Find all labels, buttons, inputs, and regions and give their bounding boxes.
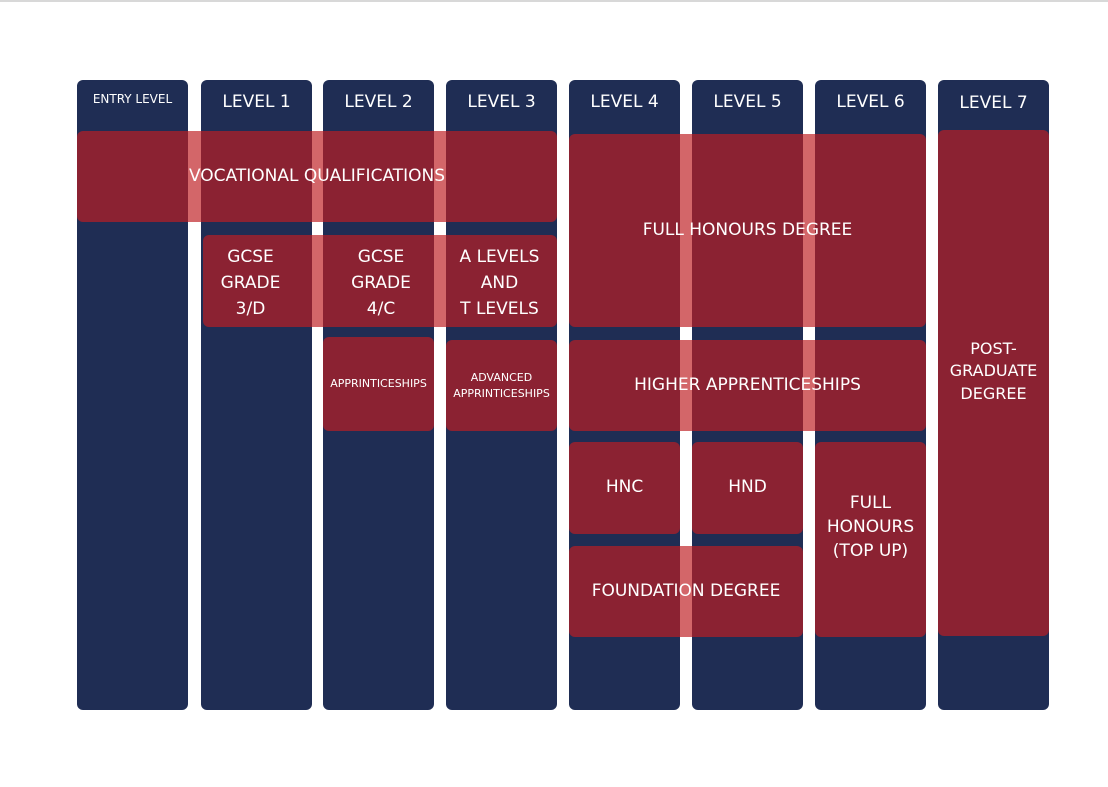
column-label: ENTRY LEVEL (92, 92, 173, 106)
box-gcse-alevels (203, 235, 557, 327)
box-vocational-qualifications: VOCATIONAL QUALIFICATIONS (77, 131, 557, 222)
box-higher-apprenticeships: HIGHER APPRENTICESHIPS (569, 340, 926, 431)
column-label: LEVEL 5 (713, 92, 782, 112)
label-gcse-3d: GCSE GRADE 3/D (220, 247, 281, 319)
column-label: LEVEL 2 (344, 92, 413, 112)
top-divider (0, 0, 1108, 2)
column-label: LEVEL 3 (467, 92, 536, 112)
box-hnc: HNC (569, 442, 680, 534)
box-advanced-apprenticeships: ADVANCED APPRINTICESHIPS (446, 340, 557, 431)
column-label: LEVEL 7 (959, 93, 1028, 113)
column-label: LEVEL 1 (222, 92, 291, 112)
column-label: LEVEL 6 (836, 92, 905, 112)
box-full-honours-degree: FULL HONOURS DEGREE (569, 134, 926, 327)
label-a-levels: A LEVELS AND T LEVELS (459, 247, 540, 319)
label-gcse-4c: GCSE GRADE 4/C (351, 247, 411, 319)
box-full-honours-top-up: FULL HONOURS (TOP UP) (815, 442, 926, 637)
box-apprenticeships: APPRINTICESHIPS (323, 337, 434, 431)
box-hnd: HND (692, 442, 803, 534)
box-postgraduate-degree: POST- GRADUATE DEGREE (938, 130, 1049, 636)
column-label: LEVEL 4 (590, 92, 659, 112)
box-foundation-degree: FOUNDATION DEGREE (569, 546, 803, 637)
